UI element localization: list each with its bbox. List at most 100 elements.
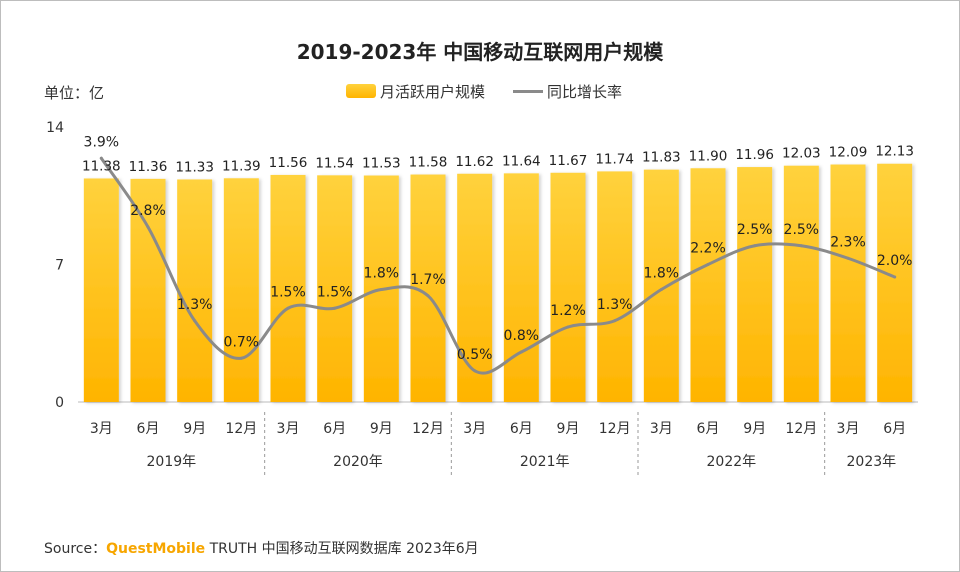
x-tick-label: 3月 [463, 421, 486, 437]
growth-rate-label: 2.0% [877, 253, 913, 269]
growth-rate-label: 2.8% [130, 203, 166, 219]
x-tick-label: 6月 [883, 421, 906, 437]
growth-rate-label: 1.3% [597, 297, 633, 313]
source-prefix: Source： [44, 541, 107, 557]
growth-rate-point [893, 275, 897, 279]
x-tick-label: 12月 [412, 421, 444, 437]
x-group-label: 2023年 [847, 454, 897, 470]
bar-value-label: 11.53 [362, 156, 401, 172]
growth-rate-label: 0.7% [224, 334, 260, 350]
bar-value-label: 12.03 [782, 146, 821, 162]
unit-label: 单位：亿 [44, 84, 105, 102]
bar-value-label: 11.90 [689, 148, 728, 164]
bar-value-label: 12.13 [875, 144, 914, 160]
x-tick-label: 9月 [183, 421, 206, 437]
growth-rate-label: 2.2% [690, 241, 726, 257]
growth-rate-line [99, 156, 897, 375]
bar [457, 173, 493, 402]
source-brand: QuestMobile [106, 541, 206, 557]
growth-rate-point [286, 306, 290, 310]
bar [270, 174, 306, 402]
growth-rate-point [519, 350, 523, 354]
bar-value-label: 11.54 [315, 155, 354, 171]
growth-rate-point [473, 369, 477, 373]
bar [783, 165, 819, 402]
growth-rate-point [659, 288, 663, 291]
legend-bar-label: 月活跃用户规模 [380, 82, 486, 101]
bar [737, 167, 773, 402]
y-tick-label: 14 [46, 120, 64, 136]
growth-rate-label: 1.5% [270, 284, 306, 300]
x-tick-label: 3月 [277, 421, 300, 437]
growth-rate-label: 1.3% [177, 297, 213, 313]
x-tick-label: 9月 [370, 421, 393, 437]
bar-value-label: 11.36 [129, 159, 168, 175]
bar [643, 169, 679, 402]
bar-value-label: 11.62 [455, 154, 494, 170]
growth-rate-label: 1.8% [644, 266, 680, 282]
growth-rate-point [846, 256, 850, 260]
growth-rate-label: 1.8% [364, 266, 400, 282]
legend-line-label: 同比增长率 [547, 82, 623, 101]
bar [503, 173, 539, 402]
x-tick-label: 12月 [785, 421, 817, 437]
bar [83, 178, 119, 402]
bar-value-label: 11.64 [502, 153, 541, 169]
growth-rate-label: 1.7% [410, 272, 446, 288]
bar [130, 178, 166, 402]
x-group-label: 2020年 [333, 454, 383, 470]
bar-value-label: 11.33 [175, 159, 214, 175]
bar [877, 163, 913, 402]
growth-rate-point [333, 306, 337, 310]
growth-rate-point [753, 244, 757, 248]
growth-rate-point [146, 225, 150, 229]
x-tick-label: 9月 [557, 421, 580, 437]
bar [317, 175, 353, 402]
growth-rate-point [239, 356, 243, 360]
growth-rate-label: 2.3% [830, 234, 866, 250]
bar-value-label: 11.38 [82, 158, 121, 174]
bar-value-label: 11.58 [409, 155, 448, 171]
growth-rate-label: 2.5% [737, 222, 773, 238]
x-tick-label: 3月 [650, 421, 673, 437]
bar-value-label: 11.67 [549, 153, 588, 169]
bar [550, 172, 586, 402]
x-tick-label: 12月 [225, 421, 257, 437]
x-tick-label: 6月 [323, 421, 346, 437]
growth-rate-point [426, 294, 430, 298]
bar-value-label: 12.09 [829, 145, 868, 161]
growth-rate-label: 0.5% [457, 347, 493, 363]
x-group-label: 2021年 [520, 454, 570, 470]
growth-rate-point [566, 325, 570, 329]
growth-rate-point [799, 244, 803, 248]
bar-value-label: 11.96 [735, 147, 774, 163]
bar [690, 168, 726, 402]
growth-rate-label: 1.5% [317, 284, 353, 300]
legend-bar-swatch [346, 84, 376, 98]
bar-value-label: 11.83 [642, 150, 681, 166]
y-tick-label: 7 [55, 258, 64, 274]
x-tick-label: 6月 [510, 421, 533, 437]
bar [177, 179, 213, 402]
bar [223, 178, 259, 402]
growth-rate-point [99, 156, 103, 160]
source-rest: TRUTH 中国移动互联网数据库 2023年6月 [205, 541, 479, 557]
x-tick-label: 9月 [743, 421, 766, 437]
growth-rate-point [193, 319, 197, 323]
x-tick-label: 6月 [697, 421, 720, 437]
legend: 月活跃用户规模 同比增长率 [346, 80, 622, 102]
growth-rate-point [613, 319, 617, 323]
y-tick-label: 0 [55, 395, 64, 411]
x-group-label: 2019年 [147, 454, 197, 470]
growth-rate-label: 1.2% [550, 303, 586, 319]
x-tick-label: 3月 [837, 421, 860, 437]
legend-line-swatch [513, 89, 544, 93]
growth-rate-label: 2.5% [784, 222, 820, 238]
x-group-label: 2022年 [707, 454, 757, 470]
bar-value-label: 11.56 [269, 155, 308, 171]
growth-rate-point [706, 263, 710, 266]
growth-rate-label: 0.8% [504, 328, 540, 344]
growth-rate-point [379, 288, 383, 291]
bar-value-label: 11.39 [222, 158, 261, 174]
